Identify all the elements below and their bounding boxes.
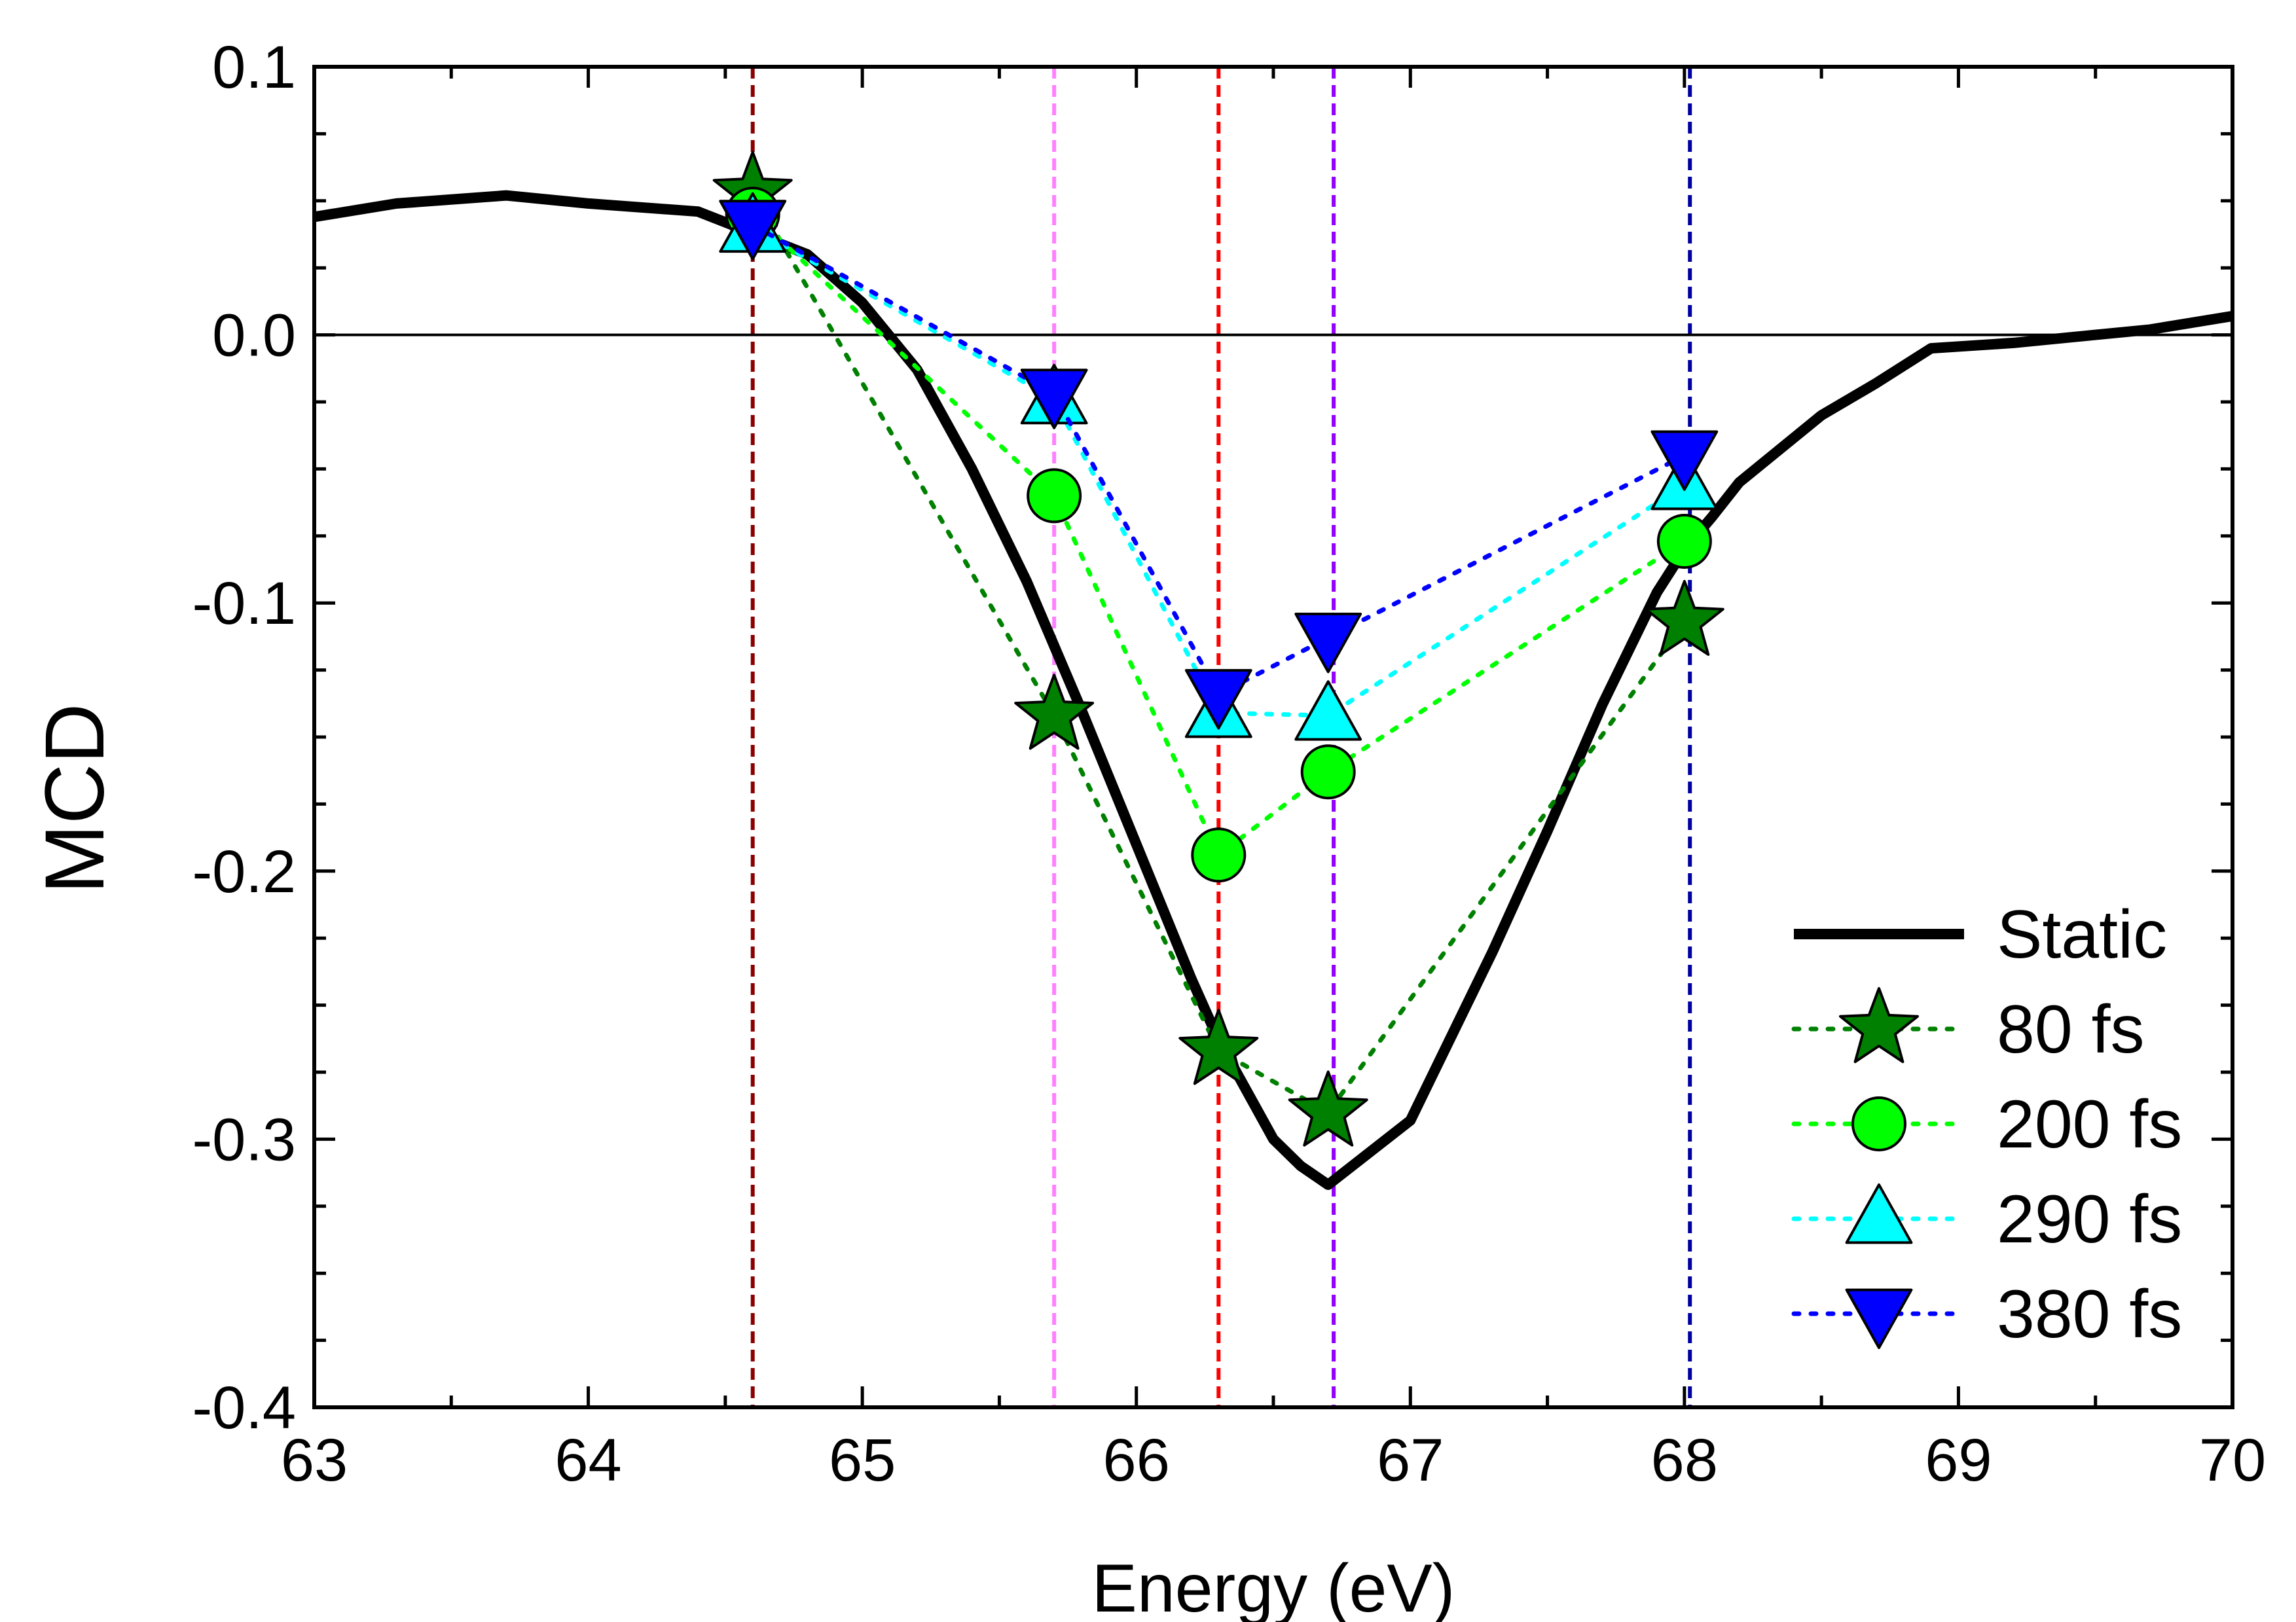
y-tick-label: 0.1 — [212, 34, 296, 101]
point-290-fs-4 — [1294, 680, 1362, 741]
point-200-fs-4 — [1300, 744, 1356, 800]
point-80-fs-4 — [1288, 1070, 1368, 1147]
legend-marker-290-fs — [1845, 1183, 1913, 1244]
point-380-fs-5 — [1650, 430, 1719, 491]
legend-item-80-fs: 80 fs — [1791, 987, 2144, 1068]
point-380-fs-3 — [1184, 669, 1252, 730]
x-axis-title: Energy (eV) — [1092, 1551, 1455, 1622]
point-80-fs-3 — [1178, 1009, 1259, 1085]
point-200-fs-5 — [1656, 513, 1712, 569]
y-tick-label: -0.3 — [192, 1106, 296, 1173]
legend-marker-380-fs — [1845, 1288, 1913, 1349]
point-380-fs-2 — [1020, 369, 1088, 429]
series-static — [313, 190, 2234, 1190]
point-380-fs-4 — [1294, 613, 1362, 674]
x-tick-label: 68 — [1651, 1427, 1718, 1494]
tick-labels: 63 64 65 66 67 68 69 70 0.1 0.0 -0.1 -0.2 -0.3 -0.4 — [192, 34, 2266, 1494]
point-80-fs-2 — [1014, 674, 1095, 750]
axes-group — [312, 65, 2234, 1409]
legend-label-static: Static — [1997, 897, 2167, 973]
x-tick-label: 66 — [1103, 1427, 1170, 1494]
y-tick-label: -0.4 — [192, 1375, 296, 1441]
line-static — [313, 190, 2234, 1190]
x-tick-label: 67 — [1377, 1427, 1444, 1494]
legend-label-200-fs: 200 fs — [1997, 1087, 2182, 1162]
legend-item-static: Static — [1794, 897, 2167, 973]
legend-label-290-fs: 290 fs — [1997, 1181, 2182, 1257]
point-80-fs-5 — [1644, 579, 1724, 656]
series-group — [313, 151, 2234, 1190]
point-200-fs-2 — [1027, 468, 1082, 524]
point-380-fs-1 — [719, 200, 787, 261]
x-tick-label: 64 — [555, 1427, 621, 1494]
legend-marker-200-fs — [1851, 1096, 1906, 1151]
point-200-fs-3 — [1191, 827, 1247, 883]
legend-label-80-fs: 80 fs — [1997, 992, 2144, 1068]
y-axis-title: MCD — [28, 703, 122, 894]
x-tick-label: 69 — [1925, 1427, 1992, 1494]
legend-item-200-fs: 200 fs — [1791, 1087, 2182, 1162]
plot-frame — [312, 65, 2234, 1409]
legend-marker-80-fs — [1839, 987, 1919, 1064]
x-tick-label: 70 — [2199, 1427, 2266, 1494]
legend-item-290-fs: 290 fs — [1791, 1181, 2182, 1257]
y-tick-label: -0.2 — [192, 838, 296, 905]
legend: Static 80 fs 200 fs 290 fs 380 fs — [1791, 897, 2182, 1352]
series-380-fs — [719, 200, 1719, 730]
legend-label-380-fs: 380 fs — [1997, 1276, 2182, 1352]
line-200-fs — [750, 211, 1687, 859]
x-tick-label: 63 — [281, 1427, 348, 1494]
y-tick-label: 0.0 — [212, 302, 296, 369]
x-tick-label: 65 — [829, 1427, 896, 1494]
legend-item-380-fs: 380 fs — [1791, 1276, 2182, 1352]
y-tick-label: -0.1 — [192, 570, 296, 637]
